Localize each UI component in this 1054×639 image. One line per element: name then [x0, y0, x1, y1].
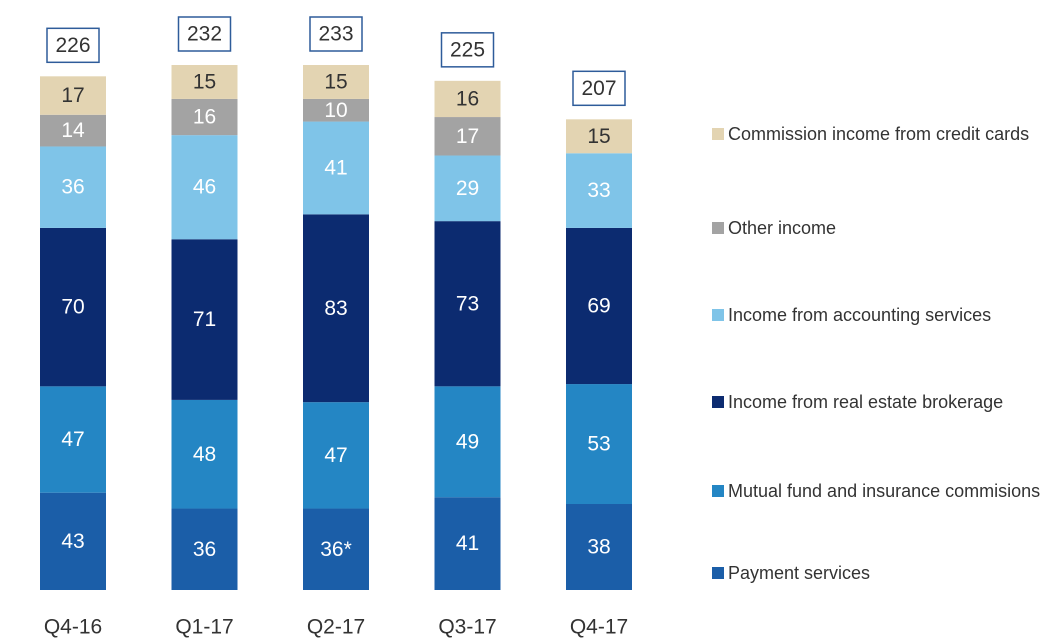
bar-segment: [303, 98, 369, 122]
value-label: 53: [587, 433, 610, 456]
bar-segment: [40, 492, 106, 590]
legend-item: Mutual fund and insurance commisions: [712, 479, 1047, 503]
value-label: 71: [193, 308, 216, 331]
value-label: 10: [324, 99, 347, 122]
bar-segment: [40, 146, 106, 228]
value-label: 47: [324, 444, 347, 467]
legend-label: Income from accounting services: [728, 305, 992, 325]
value-label: 15: [193, 71, 216, 94]
bar-segment: [171, 239, 238, 400]
bar-segment: [303, 65, 369, 99]
value-label: 36: [193, 538, 216, 561]
value-label: 73: [456, 292, 479, 315]
total-label: 207: [581, 77, 616, 100]
total-label: 232: [187, 23, 222, 46]
value-label: 46: [193, 176, 216, 199]
value-label: 15: [324, 71, 347, 94]
bar-segment: [303, 402, 369, 509]
bar-segment: [303, 508, 369, 590]
value-label: 41: [456, 532, 479, 555]
bar-segment: [566, 504, 632, 590]
total-box: [309, 16, 363, 52]
x-tick-label: Q4-17: [570, 616, 628, 639]
legend-item: Other income: [712, 216, 1047, 240]
bar-segment: [303, 121, 369, 215]
bar-segment: [434, 221, 501, 387]
value-label: 38: [587, 536, 610, 559]
total-label: 225: [450, 38, 485, 61]
value-label: 48: [193, 443, 216, 466]
legend-label: Other income: [728, 218, 837, 238]
value-label: 70: [61, 296, 84, 319]
x-tick-label: Q1-17: [175, 616, 233, 639]
value-label: 17: [456, 125, 479, 148]
x-tick-label: Q3-17: [438, 616, 496, 639]
legend-swatch: [712, 222, 724, 234]
value-label: 69: [587, 295, 610, 318]
total-label: 226: [55, 34, 90, 57]
bar-segment: [434, 155, 501, 222]
bar-segment: [171, 98, 238, 136]
value-label: 47: [61, 428, 84, 451]
value-label: 17: [61, 84, 84, 107]
bar-segment: [566, 119, 632, 154]
bar-segment: [171, 65, 238, 99]
total-label: 233: [318, 23, 353, 46]
legend-item: Income from accounting services: [712, 303, 1047, 327]
legend-swatch: [712, 396, 724, 408]
bar-segment: [434, 80, 501, 118]
legend-item: Payment services: [712, 561, 1047, 585]
value-label: 15: [587, 125, 610, 148]
bar-segment: [566, 384, 632, 505]
bar-segment: [171, 135, 238, 240]
x-tick-label: Q2-17: [307, 616, 365, 639]
legend-swatch: [712, 485, 724, 497]
legend-swatch: [712, 309, 724, 321]
total-box: [46, 27, 100, 64]
legend-swatch: [712, 128, 724, 140]
bar-segment: [434, 386, 501, 498]
bar-segment: [434, 117, 501, 156]
bar-segment: [434, 497, 501, 590]
x-tick-label: Q4-16: [44, 616, 102, 639]
bar-segment: [566, 227, 632, 385]
legend-label: Income from real estate brokerage: [728, 392, 1004, 412]
legend-label: Mutual fund and insurance commisions: [728, 481, 1041, 501]
total-box: [572, 70, 626, 107]
value-label: 14: [61, 119, 85, 142]
total-box: [177, 16, 232, 52]
legend-item: Income from real estate brokerage: [712, 390, 1047, 414]
value-label: 36: [61, 176, 84, 199]
value-label: 41: [324, 157, 347, 180]
legend-swatch: [712, 567, 724, 579]
bar-segment: [40, 76, 106, 115]
value-label: 33: [587, 179, 610, 202]
bar-segment: [40, 227, 106, 387]
bar-segment: [171, 399, 238, 509]
value-label: 29: [456, 177, 479, 200]
value-label: 83: [324, 297, 347, 320]
total-box: [440, 32, 495, 68]
bar-segment: [171, 508, 238, 590]
bar-segment: [40, 114, 106, 147]
value-label: 43: [61, 530, 84, 553]
value-label: 36*: [320, 538, 352, 561]
legend-label: Commission income from credit cards: [728, 124, 1030, 144]
value-label: 16: [193, 106, 216, 129]
bar-segment: [566, 153, 632, 228]
bar-segment: [303, 214, 369, 403]
legend-item: Commission income from credit cards: [712, 122, 1047, 146]
bar-segment: [40, 386, 106, 493]
value-label: 49: [456, 430, 479, 453]
value-label: 16: [456, 87, 479, 110]
legend-label: Payment services: [728, 563, 871, 583]
